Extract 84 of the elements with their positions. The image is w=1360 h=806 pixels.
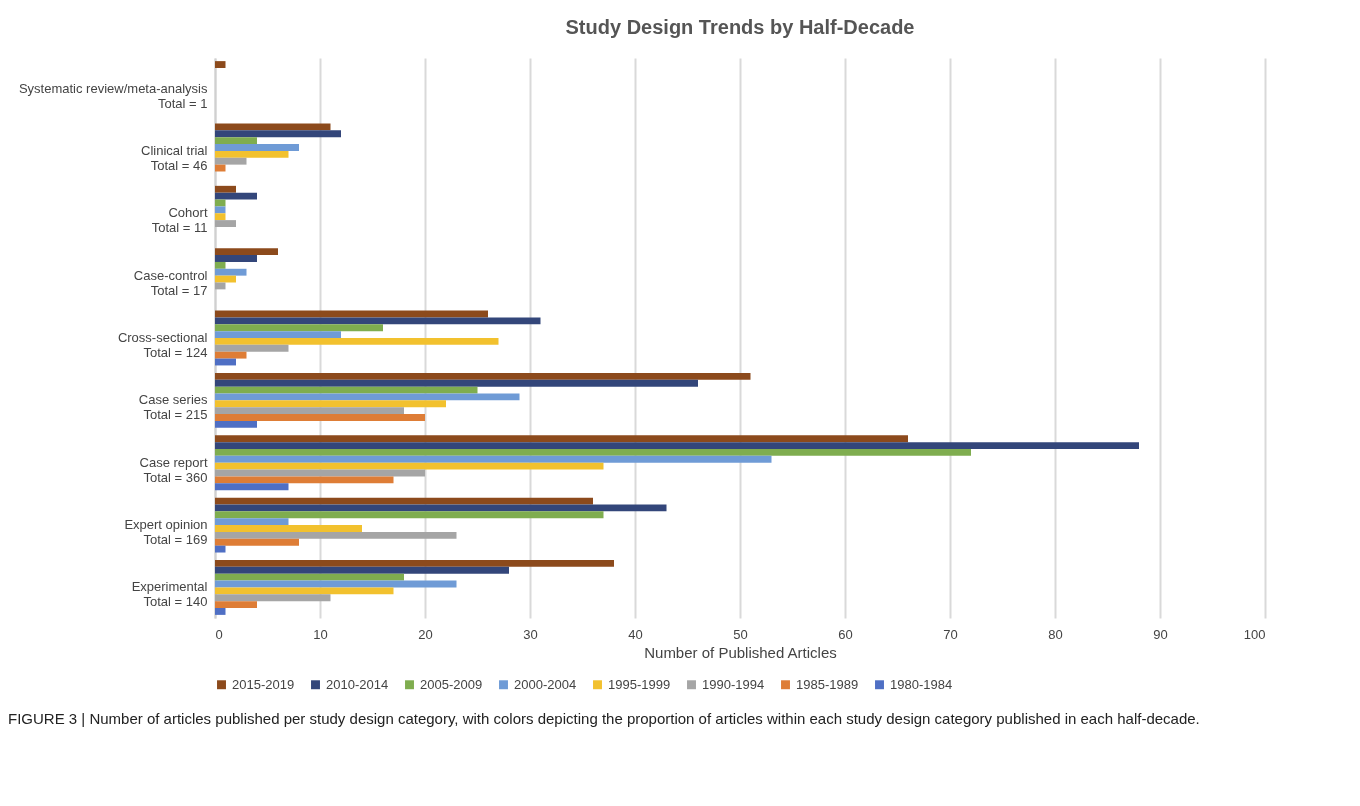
- bar: [215, 608, 226, 615]
- bar: [215, 130, 341, 138]
- y-tick-label: Cross-sectional Total = 124: [117, 330, 208, 360]
- y-tick-label: Clinical trial Total = 46: [141, 142, 208, 173]
- bar: [215, 157, 247, 165]
- bar: [215, 338, 499, 345]
- bar: [215, 164, 226, 172]
- bar: [215, 331, 341, 338]
- bar: [215, 185, 236, 193]
- bar: [215, 538, 299, 546]
- bar: [215, 261, 226, 269]
- x-axis-title: Number of Published Articles: [644, 643, 837, 661]
- x-tick-label: 70: [943, 626, 958, 642]
- bar: [215, 566, 509, 574]
- bar: [215, 372, 751, 380]
- bar: [215, 220, 236, 227]
- bar: [215, 587, 394, 595]
- bar: [215, 601, 257, 609]
- bar: [215, 435, 908, 443]
- bar: [215, 531, 457, 539]
- bar: [215, 511, 604, 519]
- bar: [215, 407, 404, 415]
- y-tick-label: Case report Total = 360: [139, 454, 208, 485]
- caption: FIGURE 3 | Number of articles published per study design category, with colors depicting the proportion of articles within each study design category published in each half-decade.: [8, 709, 1201, 729]
- y-tick-label: Case-control Total = 17: [133, 267, 208, 298]
- x-tick-label: 10: [313, 626, 328, 642]
- x-tick-label: 0: [215, 626, 223, 642]
- bar: [215, 594, 331, 602]
- bar: [215, 150, 289, 158]
- bar: [215, 476, 394, 484]
- bar: [215, 573, 404, 581]
- bar: [215, 213, 226, 221]
- legend-label: 2000-2004: [514, 676, 577, 692]
- y-tick-label: Systematic review/meta-analysis Total = 1: [18, 80, 208, 111]
- x-tick-label: 30: [523, 626, 538, 642]
- bar: [215, 137, 257, 145]
- bar: [215, 144, 299, 151]
- bar: [215, 123, 331, 131]
- chart-title: Study Design Trends by Half-Decade: [565, 16, 915, 38]
- legend-label: 1995-1999: [608, 676, 671, 692]
- bar: [215, 282, 226, 290]
- bar: [215, 206, 226, 214]
- bar: [215, 518, 289, 526]
- legend-label: 1990-1994: [702, 676, 765, 692]
- x-tick-label: 80: [1048, 626, 1063, 642]
- bar: [215, 525, 362, 532]
- x-tick-label: 100: [1243, 626, 1266, 642]
- bar: [215, 344, 289, 352]
- x-tick-label: 50: [733, 626, 748, 642]
- y-tick-label: Case series Total = 215: [138, 392, 208, 423]
- x-tick-label: 90: [1153, 626, 1168, 642]
- bar: [215, 545, 226, 553]
- bar: [215, 379, 698, 387]
- bar: [215, 255, 257, 262]
- bar: [215, 449, 971, 456]
- y-tick-label: Experimental Total = 140: [131, 579, 208, 610]
- y-tick-label: Expert opinion Total = 169: [124, 517, 208, 548]
- legend-label: 1985-1989: [796, 676, 859, 692]
- bar: [215, 386, 478, 394]
- bar: [215, 483, 289, 491]
- legend-label: 2015-2019: [232, 676, 295, 692]
- legend-label: 2005-2009: [420, 676, 483, 692]
- legend-label: 1980-1984: [890, 676, 953, 692]
- bar: [215, 268, 247, 276]
- bar: [215, 317, 541, 325]
- bar: [215, 497, 593, 505]
- bar: [215, 462, 604, 470]
- bar: [215, 61, 226, 68]
- bar: [215, 199, 226, 207]
- bar: [215, 192, 257, 200]
- bar: [215, 560, 614, 567]
- y-tick-label: Cohort Total = 11: [151, 205, 208, 236]
- legend-label: 2010-2014: [326, 676, 389, 692]
- bar: [215, 414, 425, 421]
- x-tick-label: 60: [838, 626, 853, 642]
- bar: [215, 351, 247, 359]
- bar: [215, 442, 1139, 449]
- bar: [215, 455, 772, 463]
- bar: [215, 248, 278, 256]
- x-tick-label: 20: [418, 626, 433, 642]
- bar: [215, 420, 257, 428]
- x-tick-label: 40: [628, 626, 643, 642]
- bar: [215, 324, 383, 332]
- bar: [215, 400, 446, 408]
